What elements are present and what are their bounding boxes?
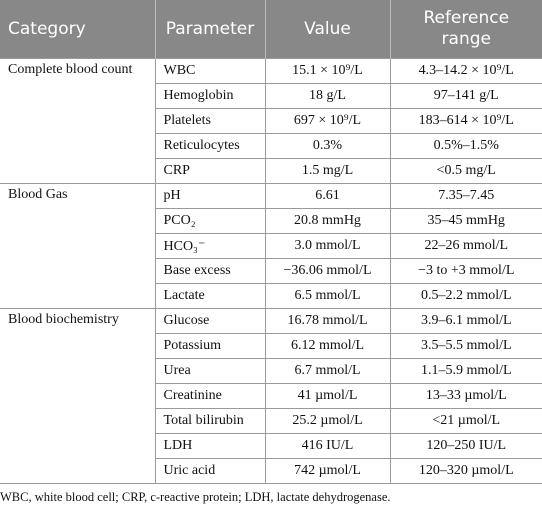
table-row: Lactate 6.5 mmol/L 0.5–2.2 mmol/L — [0, 283, 542, 309]
value-cell: 6.7 mmol/L — [264, 358, 391, 384]
value-cell: 16.78 mmol/L — [264, 308, 391, 334]
reference-cell: 3.9–6.1 mmol/L — [389, 308, 542, 334]
reference-cell: 7.35–7.45 — [389, 183, 542, 209]
reference-cell: 97–141 g/L — [389, 83, 542, 109]
table-row: Uric acid 742 µmol/L 120–320 µmol/L — [0, 458, 542, 484]
category-cell: Complete blood count — [0, 58, 156, 184]
parameter-cell: LDH — [154, 433, 266, 459]
table-body: Complete blood count WBC 15.1 × 10⁹/L 4.3–1… — [0, 58, 542, 484]
parameter-cell: HCO₃⁻ — [154, 233, 266, 259]
category-cell: Blood Gas — [0, 183, 156, 309]
parameter-cell: Base excess — [154, 258, 266, 284]
value-cell: 15.1 × 10⁹/L — [264, 58, 391, 84]
reference-cell: 1.1–5.9 mmol/L — [389, 358, 542, 384]
value-cell: 742 µmol/L — [264, 458, 391, 484]
value-cell: 6.12 mmol/L — [264, 333, 391, 359]
parameter-cell: Lactate — [154, 283, 266, 309]
footnote: WBC, white blood cell; CRP, c-reactive p… — [0, 490, 391, 504]
value-cell: 1.5 mg/L — [264, 158, 391, 184]
header-cell: Reference range — [389, 0, 542, 59]
table-row: Base excess −36.06 mmol/L −3 to +3 mmol/L — [0, 258, 542, 284]
parameter-cell: Glucose — [154, 308, 266, 334]
value-cell: 6.5 mmol/L — [264, 283, 391, 309]
parameter-cell: Creatinine — [154, 383, 266, 409]
value-cell: 41 µmol/L — [264, 383, 391, 409]
value-cell: 25.2 µmol/L — [264, 408, 391, 434]
reference-cell: 13–33 µmol/L — [389, 383, 542, 409]
category-cell: Blood biochemistry — [0, 308, 156, 484]
parameter-cell: Reticulocytes — [154, 133, 266, 159]
parameter-cell: Potassium — [154, 333, 266, 359]
reference-cell: 35–45 mmHg — [389, 208, 542, 234]
value-cell: 18 g/L — [264, 83, 391, 109]
value-cell: −36.06 mmol/L — [264, 258, 391, 284]
table-row: Reticulocytes 0.3% 0.5%–1.5% — [0, 133, 542, 159]
parameter-cell: CRP — [154, 158, 266, 184]
table-row: Total bilirubin 25.2 µmol/L <21 µmol/L — [0, 408, 542, 434]
parameter-cell: Urea — [154, 358, 266, 384]
value-cell: 3.0 mmol/L — [264, 233, 391, 259]
parameter-cell: Total bilirubin — [154, 408, 266, 434]
reference-cell: −3 to +3 mmol/L — [389, 258, 542, 284]
table-row: Complete blood count WBC 15.1 × 10⁹/L 4.3–1… — [0, 58, 542, 184]
header-row: Category Parameter Value Reference range — [0, 0, 542, 59]
parameter-cell: WBC — [154, 58, 266, 84]
header-cell: Value — [264, 0, 390, 59]
parameter-cell: pH — [154, 183, 266, 209]
reference-cell: 0.5%–1.5% — [389, 133, 542, 159]
header-cell: Parameter — [154, 0, 265, 59]
parameter-cell: Hemoglobin — [154, 83, 266, 109]
lab-table: Category Parameter Value Reference range… — [0, 0, 542, 484]
value-cell: 416 IU/L — [264, 433, 391, 459]
reference-cell: <21 µmol/L — [389, 408, 542, 434]
parameter-cell: Uric acid — [154, 458, 266, 484]
value-cell: 0.3% — [264, 133, 391, 159]
value-cell: 20.8 mmHg — [264, 208, 391, 234]
reference-cell: 0.5–2.2 mmol/L — [389, 283, 542, 309]
table-row: PCO₂ 20.8 mmHg 35–45 mmHg — [0, 208, 542, 234]
reference-cell: 3.5–5.5 mmol/L — [389, 333, 542, 359]
reference-cell: 120–250 IU/L — [389, 433, 542, 459]
table-row: Blood Gas pH 6.61 7.35–7.45 — [0, 183, 542, 309]
value-cell: 6.61 — [264, 183, 391, 209]
value-cell: 697 × 10⁹/L — [264, 108, 391, 134]
reference-cell: 120–320 µmol/L — [389, 458, 542, 484]
header-cell: Category — [0, 0, 155, 59]
table-row: Blood biochemistry Glucose 16.78 mmol/L 3.9… — [0, 308, 542, 484]
parameter-cell: PCO₂ — [154, 208, 266, 234]
reference-cell: 183–614 × 10⁹/L — [389, 108, 542, 134]
reference-cell: 22–26 mmol/L — [389, 233, 542, 259]
reference-cell: 4.3–14.2 × 10⁹/L — [389, 58, 542, 84]
table-row: Urea 6.7 mmol/L 1.1–5.9 mmol/L — [0, 358, 542, 384]
parameter-cell: Platelets — [154, 108, 266, 134]
table-row: CRP 1.5 mg/L <0.5 mg/L — [0, 158, 542, 184]
table-row: HCO₃⁻ 3.0 mmol/L 22–26 mmol/L — [0, 233, 542, 259]
reference-cell: <0.5 mg/L — [389, 158, 542, 184]
